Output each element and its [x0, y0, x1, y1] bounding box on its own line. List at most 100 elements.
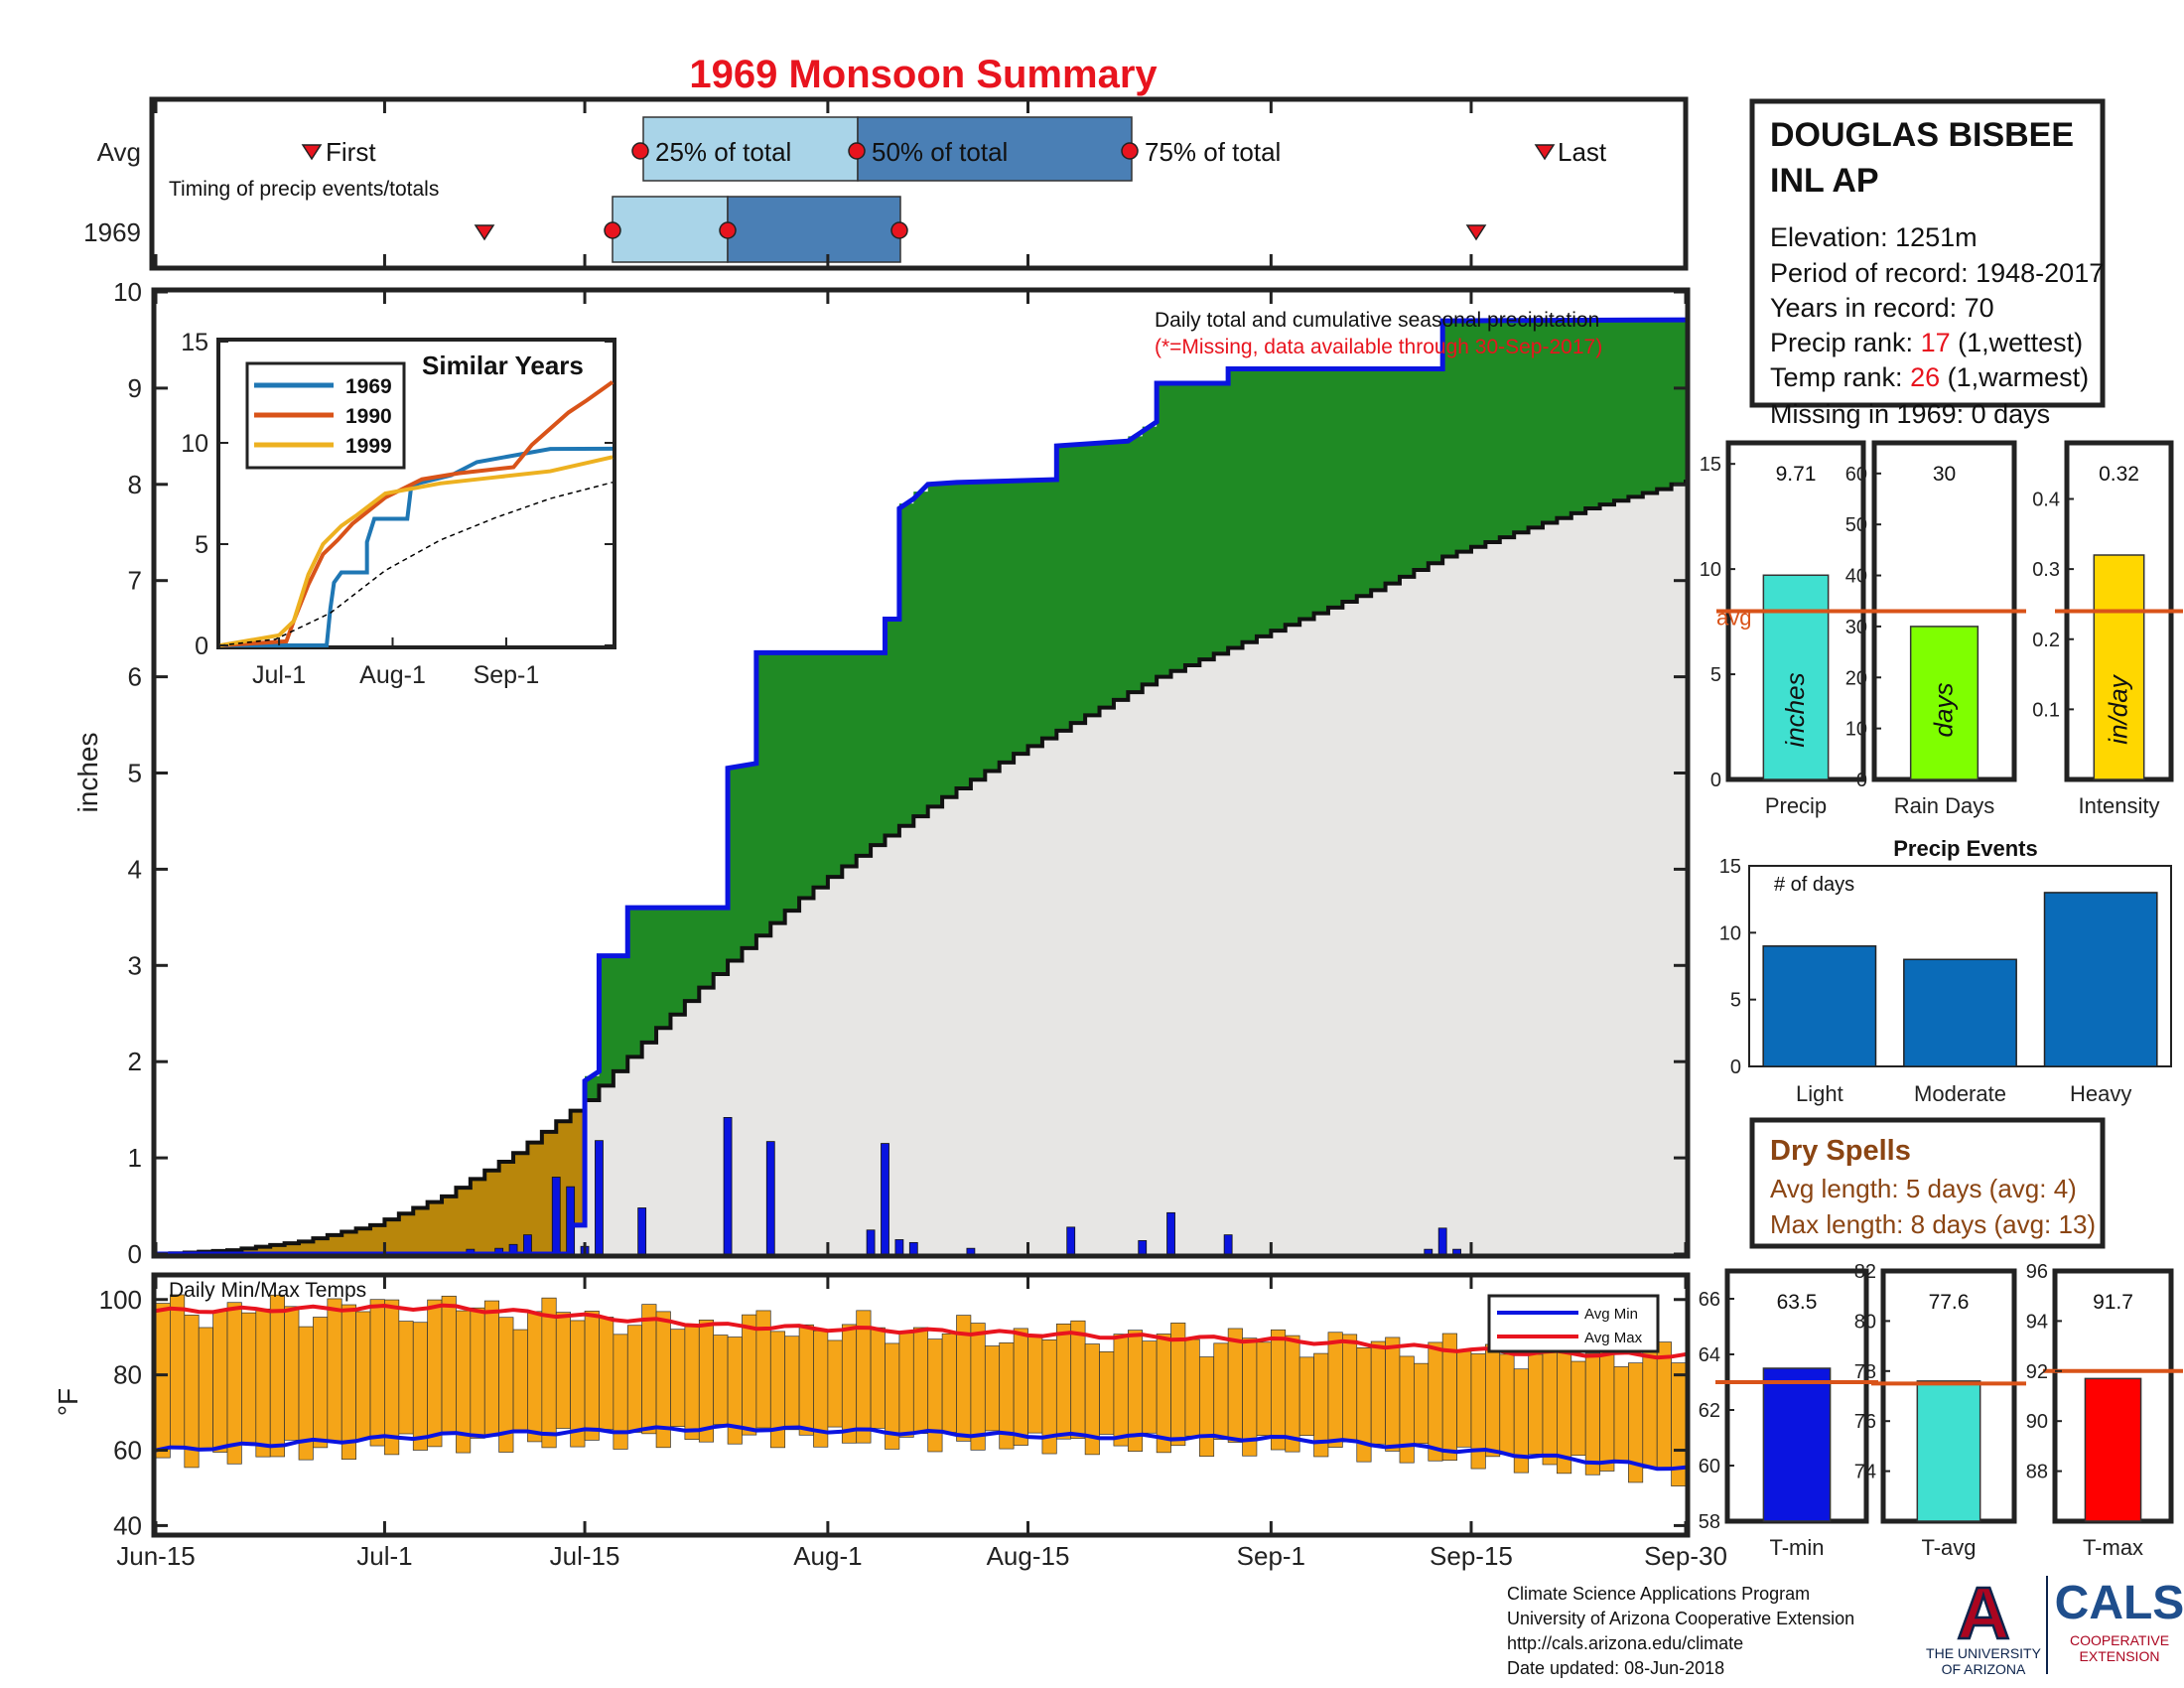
- avg-min-line: [155, 1423, 1687, 1472]
- daily-temp-bar: [626, 1325, 643, 1433]
- daily-temp-bar: [599, 1317, 614, 1430]
- events-y-tick-label: 15: [1719, 856, 1741, 878]
- mini-value-label: 77.6: [1929, 1291, 1970, 1314]
- daily-temp-bar: [512, 1329, 528, 1433]
- precip-y-label: inches: [72, 733, 103, 813]
- mini-y-tick-label: 88: [2026, 1462, 2048, 1483]
- daily-temp-bar: [341, 1304, 356, 1460]
- daily-temp-bar: [713, 1335, 729, 1425]
- daily-precip-bar: [908, 1241, 918, 1255]
- daily-temp-bar: [1456, 1348, 1472, 1448]
- mini-y-tick-label: 0: [1710, 770, 1721, 791]
- p75-marker: [1121, 142, 1139, 160]
- mini-unit-label: inches: [1780, 672, 1810, 747]
- mini-y-tick-label: 0.1: [2032, 699, 2060, 721]
- dry-spells-avg: Avg length: 5 days (avg: 4): [1770, 1174, 2077, 1203]
- mini-unit-label: days: [1929, 683, 1959, 738]
- daily-temp-bar: [269, 1294, 285, 1458]
- mini-y-tick-label: 96: [2026, 1261, 2048, 1283]
- daily-temp-bar: [1070, 1320, 1086, 1440]
- station-years: Years in record: 70: [1770, 293, 1994, 323]
- daily-temp-bar: [412, 1322, 428, 1451]
- daily-precip-bar: [765, 1141, 775, 1255]
- daily-precip-bar: [1437, 1227, 1447, 1255]
- mini-y-tick-label: 74: [1854, 1462, 1876, 1483]
- daily-temp-bar: [1113, 1334, 1129, 1447]
- daily-temp-bar: [313, 1317, 329, 1449]
- p75-label: 75% of total: [1145, 137, 1281, 167]
- timing-caption: Timing of precip events/totals: [169, 178, 439, 201]
- cals-logo: CALS COOPERATIVE EXTENSION: [2055, 1577, 2184, 1664]
- daily-temp-bar: [483, 1300, 499, 1437]
- daily-precip-bar: [637, 1207, 647, 1255]
- daily-temp-bar: [670, 1329, 686, 1427]
- p50-marker: [848, 142, 866, 160]
- x-tick-label: Jul-15: [550, 1541, 620, 1571]
- daily-temp-bar: [1327, 1332, 1343, 1448]
- temp-title: Daily Min/Max Temps: [169, 1279, 366, 1302]
- ua-logo-text-1: THE UNIVERSITY: [1926, 1645, 2042, 1661]
- events-y-tick-label: 5: [1730, 990, 1741, 1012]
- cumulative-1969-line: [156, 317, 1687, 1257]
- daily-temp-bar: [1099, 1351, 1115, 1435]
- x-tick-label: Sep-1: [1237, 1541, 1305, 1571]
- inset-line-average: [219, 482, 614, 646]
- mini-y-tick-label: 50: [1845, 514, 1867, 536]
- inset-x-tick-label: Aug-1: [359, 661, 426, 689]
- mini-y-tick-label: 0.2: [2032, 630, 2060, 651]
- daily-temp-bar: [784, 1336, 800, 1431]
- mini-bar: [1762, 1367, 1832, 1522]
- daily-temp-bar: [1055, 1323, 1072, 1440]
- daily-temp-bar: [1013, 1328, 1028, 1446]
- daily-temp-bar: [898, 1332, 914, 1438]
- mini-y-tick-label: 0.4: [2032, 490, 2060, 511]
- average-cumulative-area: [156, 479, 1686, 1255]
- mini-y-tick-label: 15: [1700, 454, 1721, 476]
- event-category-label: Light: [1796, 1081, 1843, 1106]
- inset-line-1999: [219, 455, 614, 647]
- dry-spells-max: Max length: 8 days (avg: 13): [1770, 1209, 2096, 1239]
- year-first-marker-icon: [474, 224, 495, 241]
- station-period: Period of record: 1948-2017: [1770, 258, 2104, 288]
- year-p75-marker: [890, 221, 908, 239]
- ua-logo-mark: A: [1957, 1572, 2009, 1654]
- daily-temp-bar: [226, 1302, 242, 1465]
- x-tick-label: Aug-1: [793, 1541, 862, 1571]
- daily-temp-bar: [198, 1327, 213, 1450]
- dry-spells-title: Dry Spells: [1770, 1135, 1911, 1167]
- inset-y-tick-label: 5: [195, 531, 208, 559]
- daily-temp-bar: [984, 1345, 1001, 1432]
- year-p50-marker: [719, 221, 737, 239]
- mini-y-tick-label: 20: [1845, 667, 1867, 689]
- daily-temp-bar: [369, 1299, 385, 1447]
- daily-temp-bar: [1256, 1341, 1272, 1437]
- event-category-label: Heavy: [2070, 1081, 2131, 1106]
- university-of-arizona-logo: A THE UNIVERSITY OF ARIZONA: [1926, 1571, 2042, 1677]
- event-bar-heavy: [2043, 892, 2158, 1067]
- daily-temp-bar: [170, 1294, 186, 1450]
- inset-x-tick-label: Jul-1: [252, 661, 306, 689]
- daily-temp-bar: [284, 1306, 300, 1441]
- daily-precip-bar: [723, 1117, 733, 1255]
- daily-temp-bar: [212, 1311, 228, 1453]
- daily-precip-bar: [881, 1143, 889, 1255]
- mini-y-tick-label: 78: [1854, 1361, 1876, 1383]
- daily-temp-bar: [970, 1323, 986, 1451]
- daily-temp-bar: [1485, 1343, 1501, 1458]
- p25-label: 25% of total: [655, 137, 791, 167]
- mini-y-tick-label: 40: [1845, 566, 1867, 588]
- temp-y-label: °F: [53, 1388, 83, 1416]
- daily-precip-bar: [1452, 1248, 1461, 1255]
- daily-temp-bar: [1298, 1356, 1314, 1436]
- daily-temp-bar: [584, 1311, 600, 1441]
- daily-temp-bar: [684, 1324, 700, 1440]
- event-bar-light: [1762, 945, 1877, 1067]
- daily-temp-bar: [941, 1333, 957, 1433]
- y-tick-label: 4: [128, 854, 142, 884]
- timing-row-year: 1969: [83, 217, 141, 247]
- y-tick-label: 80: [113, 1360, 142, 1390]
- daily-temp-bar: [355, 1311, 371, 1440]
- mini-bar: [2093, 554, 2145, 780]
- inset-line-1969: [220, 446, 614, 647]
- mini-bar: [1916, 1380, 1981, 1522]
